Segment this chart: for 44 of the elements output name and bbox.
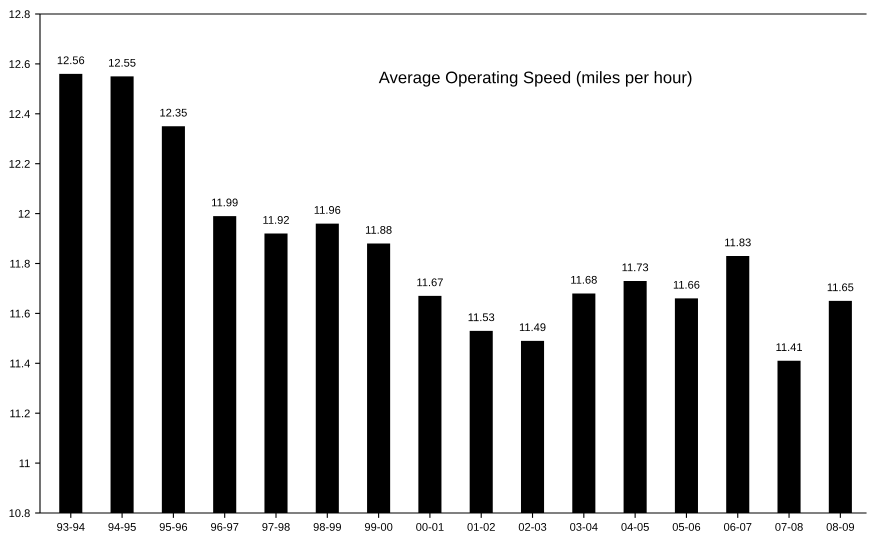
x-tick-label: 97-98 [262,523,290,531]
data-label: 11.49 [520,323,546,332]
y-tick-label: 11.6 [10,310,30,318]
y-tick-label: 11.8 [10,260,30,268]
x-tick-label: 93-94 [57,523,85,531]
y-tick-label: 11 [20,459,30,468]
data-label: 11.99 [212,198,238,206]
data-label: 11.66 [674,280,700,289]
x-tick-label: 96-97 [211,523,238,531]
x-tick-label: 95-96 [160,523,188,531]
x-tick-label: 94-95 [108,523,136,531]
y-tick-label: 12.2 [10,160,30,168]
x-tick-label: 07-08 [775,523,803,531]
x-tick-label: 99-00 [364,523,392,531]
data-label: 11.53 [468,313,494,322]
x-tick-label: 03-04 [570,523,598,531]
data-label: 11.67 [417,278,443,286]
x-tick-label: 98-99 [314,523,341,531]
data-label: 12.56 [58,56,84,64]
data-label: 11.88 [366,226,392,234]
data-label: 11.83 [725,238,751,246]
y-tick-label: 12.4 [10,110,30,118]
data-label: 11.68 [571,276,597,284]
y-tick-label: 12.6 [10,60,30,68]
data-label: 11.41 [776,343,802,352]
data-label: 11.65 [828,283,854,292]
data-label: 11.73 [622,263,648,272]
x-tick-label: 05-06 [672,523,700,531]
y-tick-label: 11.4 [10,360,30,368]
data-label: 12.35 [160,108,187,117]
y-tick-label: 10.8 [10,509,30,518]
text: Average Operating Speed (miles per hour) [378,71,692,87]
x-tick-label: 01-02 [467,523,495,531]
x-tick-label: 00-01 [416,523,444,531]
y-tick-label: 12 [18,210,30,218]
data-label: 11.96 [314,206,340,214]
data-label: 11.92 [263,216,289,224]
data-label: 12.55 [109,58,136,67]
y-tick-label: 11.2 [10,409,30,418]
x-tick-label: 04-05 [621,523,649,531]
y-tick-label: 12.8 [10,10,30,18]
x-tick-label: 06-07 [724,523,752,531]
x-tick-label: 02-03 [518,523,546,531]
x-tick-label: 08-09 [826,523,854,531]
